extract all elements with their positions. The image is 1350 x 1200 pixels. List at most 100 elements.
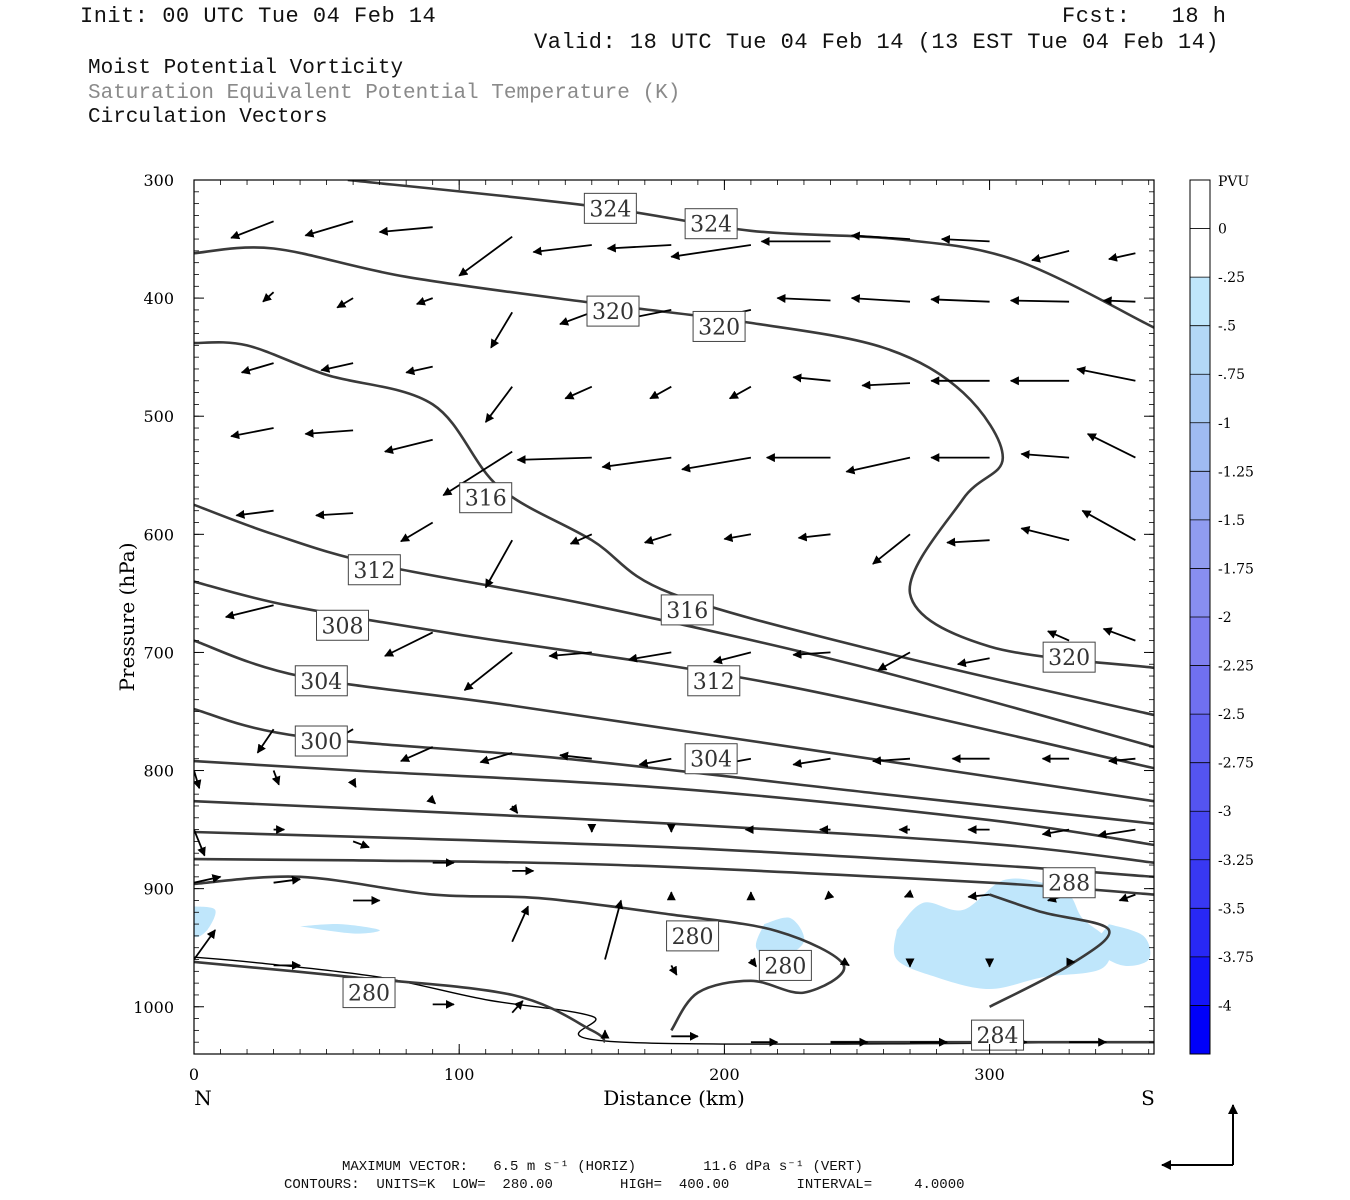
colorbar-swatch bbox=[1190, 519, 1210, 569]
max-vector-note: MAXIMUM VECTOR: 6.5 m s⁻¹ (HORIZ) 11.6 d… bbox=[342, 1159, 863, 1175]
isentrope-304 bbox=[194, 639, 1154, 803]
circulation-vector bbox=[384, 438, 433, 455]
y-tick-label: 800 bbox=[143, 762, 174, 781]
circulation-vector bbox=[405, 365, 433, 376]
isentrope-316 bbox=[194, 341, 1154, 717]
circulation-vector bbox=[194, 829, 206, 857]
circulation-vector bbox=[442, 450, 513, 497]
circulation-vector bbox=[304, 220, 354, 238]
mpv-region bbox=[194, 906, 216, 938]
contour-label-box bbox=[666, 920, 720, 952]
colorbar-tick-label: -2.75 bbox=[1218, 756, 1254, 772]
contour-label-box bbox=[342, 977, 396, 1009]
circulation-vector bbox=[1076, 366, 1136, 382]
circulation-vector bbox=[1041, 828, 1070, 838]
contour-label-text: 320 bbox=[1048, 646, 1090, 671]
isentrope-308 bbox=[194, 580, 1154, 770]
circulation-vector bbox=[606, 243, 672, 253]
circulation-vector bbox=[490, 311, 513, 349]
circulation-vector bbox=[378, 226, 433, 236]
circulation-vector bbox=[194, 874, 222, 884]
isentrope-unlabeled bbox=[194, 960, 607, 1044]
circulation-vector bbox=[1118, 893, 1136, 902]
circulation-vector bbox=[509, 803, 519, 814]
colorbar-tick-label: -1.75 bbox=[1218, 561, 1254, 577]
contour-label: 280 bbox=[666, 920, 720, 952]
isentrope-324 bbox=[347, 180, 1154, 329]
circulation-vector bbox=[484, 386, 513, 423]
colorbar-tick-label: -.75 bbox=[1218, 367, 1245, 383]
contour-label: 324 bbox=[583, 192, 637, 224]
colorbar-swatch bbox=[1190, 617, 1210, 667]
circulation-vector bbox=[224, 604, 274, 620]
contour-label: 312 bbox=[347, 554, 401, 586]
circulation-vector bbox=[861, 380, 911, 390]
pvu-colorbar: PVU 0 -.25 -.5 -.75 -1 -1.25 -1.5 -1.75 -2 -2.25 -2… bbox=[1189, 174, 1254, 1055]
contour-label-text: 312 bbox=[353, 559, 395, 584]
contour-label: 300 bbox=[294, 725, 348, 757]
x-tick-label: 0 bbox=[189, 1065, 199, 1084]
circulation-vector bbox=[1086, 433, 1136, 459]
contour-label-text: 280 bbox=[672, 925, 714, 950]
x-tick-label: 300 bbox=[974, 1065, 1005, 1084]
circulation-vector bbox=[850, 294, 911, 304]
circulation-vector bbox=[315, 510, 354, 520]
circulation-vector bbox=[304, 428, 354, 438]
contour-label-box bbox=[1042, 641, 1096, 673]
circulation-vector bbox=[256, 728, 275, 754]
colorbar-tick-label: -2 bbox=[1218, 610, 1232, 626]
circulation-vector bbox=[569, 533, 593, 545]
circulation-vector bbox=[712, 651, 752, 665]
circulation-vector bbox=[792, 757, 831, 768]
circulation-vector bbox=[463, 651, 513, 691]
contour-label-text: 308 bbox=[322, 614, 364, 639]
colorbar-tick-label: -1 bbox=[1218, 416, 1232, 432]
isentrope-unlabeled bbox=[194, 830, 1154, 879]
contour-label: 304 bbox=[684, 743, 738, 775]
colorbar-swatch bbox=[1190, 228, 1210, 278]
circulation-vector bbox=[728, 385, 752, 400]
contour-spec-note: CONTOURS: UNITS=K LOW= 280.00 HIGH= 400.… bbox=[284, 1177, 965, 1193]
circulation-vector bbox=[776, 293, 831, 303]
circulation-vector bbox=[850, 231, 911, 241]
circulation-vector bbox=[400, 746, 434, 762]
contour-label: 320 bbox=[692, 310, 746, 342]
colorbar-tick-label: -1.25 bbox=[1218, 464, 1254, 480]
x-tick-label: 200 bbox=[709, 1065, 740, 1084]
contour-label: 320 bbox=[586, 295, 640, 327]
contour-label-box bbox=[459, 482, 513, 514]
circulation-vectors bbox=[194, 220, 1136, 1047]
circulation-vector bbox=[845, 456, 911, 475]
circulation-vector bbox=[792, 373, 831, 383]
circulation-vector bbox=[511, 905, 529, 943]
circulation-vector bbox=[240, 362, 274, 375]
contour-label-box bbox=[586, 295, 640, 327]
circulation-vector bbox=[792, 649, 831, 659]
contour-label-text: 324 bbox=[589, 197, 631, 222]
contour-label-text: 300 bbox=[300, 730, 342, 755]
colorbar-unit: PVU bbox=[1218, 174, 1250, 190]
isentrope-unlabeled bbox=[194, 875, 846, 1032]
colorbar-swatch bbox=[1190, 1005, 1210, 1055]
circulation-vector bbox=[638, 757, 672, 768]
circulation-vector bbox=[1102, 296, 1136, 306]
contour-label: 284 bbox=[971, 1019, 1025, 1051]
forecast-hour: Fcst: 18 h bbox=[1062, 4, 1227, 29]
y-tick-label: 600 bbox=[143, 525, 174, 544]
circulation-vector bbox=[1020, 450, 1070, 460]
contour-label: 316 bbox=[459, 482, 513, 514]
contour-label-box bbox=[294, 725, 348, 757]
contour-label-box bbox=[294, 665, 348, 697]
contour-label-box bbox=[684, 743, 738, 775]
colorbar-swatch bbox=[1190, 374, 1210, 424]
contour-label-text: 316 bbox=[666, 599, 708, 624]
contour-label: 304 bbox=[294, 665, 348, 697]
circulation-vector bbox=[604, 899, 624, 960]
circulation-vector bbox=[643, 533, 672, 545]
circulation-vector bbox=[532, 244, 592, 256]
valid-time: Valid: 18 UTC Tue 04 Feb 14 (13 EST Tue … bbox=[534, 30, 1220, 55]
field-title-vectors: Circulation Vectors bbox=[88, 106, 328, 129]
contour-label-text: 280 bbox=[348, 982, 390, 1007]
contour-label-text: 304 bbox=[300, 670, 342, 695]
contour-label: 312 bbox=[687, 665, 741, 697]
